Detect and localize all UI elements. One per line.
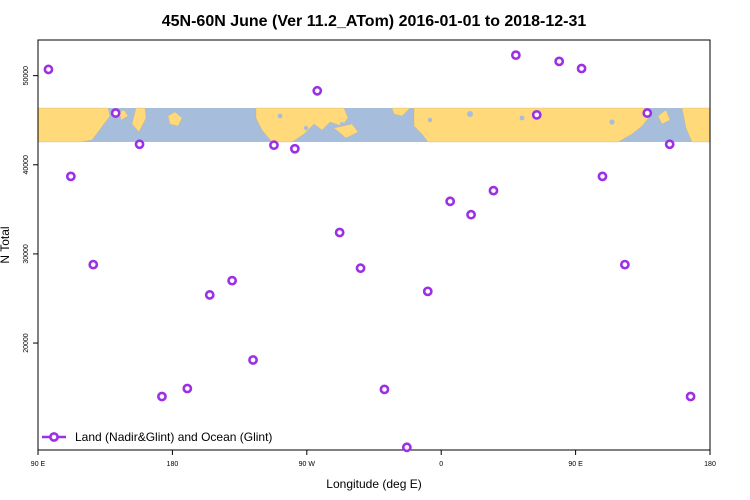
chart-title: 45N-60N June (Ver 11.2_ATom) 2016-01-01 … [162, 13, 587, 30]
data-point [642, 108, 653, 118]
data-point [43, 64, 54, 75]
x-axis-label: Longitude (deg E) [326, 477, 421, 491]
data-point [182, 383, 193, 394]
inland-water-3 [340, 122, 344, 126]
y-tick-label: 50000 [23, 66, 30, 86]
data-point [554, 56, 565, 67]
data-point [334, 227, 345, 238]
data-point [488, 185, 499, 196]
data-point [157, 391, 167, 402]
data-point [248, 355, 258, 365]
y-tick-label: 30000 [23, 244, 30, 264]
inland-water-5 [467, 111, 473, 117]
data-point [422, 286, 433, 297]
x-tick-label: 90 W [299, 461, 316, 468]
data-point [619, 259, 630, 270]
data-point [88, 259, 99, 270]
world-map-strip [37, 107, 711, 143]
inland-water-4 [427, 117, 433, 123]
data-point [510, 50, 521, 61]
data-point [204, 290, 215, 300]
data-point [576, 63, 587, 74]
x-tick-label: 90 E [568, 461, 583, 468]
land-mass-7 [413, 107, 651, 143]
data-points [43, 50, 696, 453]
data-point [597, 171, 608, 182]
data-point [445, 196, 456, 207]
data-point [110, 108, 121, 118]
data-point [269, 140, 279, 151]
data-point [65, 171, 76, 182]
land-mass-9 [681, 107, 711, 143]
data-point [401, 442, 412, 453]
legend: Land (Nadir&Glint) and Ocean (Glint) [42, 430, 272, 444]
inland-water-6 [519, 115, 525, 121]
data-point [227, 275, 238, 286]
land-mass-2 [131, 107, 147, 133]
x-tick-label: 90 E [31, 461, 46, 468]
data-point [134, 139, 145, 150]
data-point [685, 391, 696, 402]
x-tick-label: 180 [704, 461, 716, 468]
y-axis-label: N Total [0, 226, 12, 263]
land-mass-8 [657, 109, 671, 125]
y-tick-label: 20000 [23, 333, 30, 353]
data-point [531, 109, 542, 120]
data-point [379, 384, 390, 395]
x-tick-label: 0 [439, 461, 443, 468]
legend-label: Land (Nadir&Glint) and Ocean (Glint) [75, 430, 272, 444]
land-mass-5 [333, 123, 359, 139]
legend-marker-swatch [49, 432, 59, 442]
data-point [466, 209, 476, 220]
land-mass-0 [37, 107, 111, 143]
data-point [312, 85, 323, 96]
data-point [355, 263, 366, 274]
y-tick-label: 40000 [23, 155, 30, 175]
plot-frame [37, 39, 711, 451]
x-axis: 90 E 180 90 W 0 90 E 180 [31, 450, 716, 468]
data-point [289, 143, 300, 154]
y-axis: 20000 30000 40000 50000 [23, 66, 38, 353]
inland-water-1 [277, 113, 283, 119]
land-mass-3 [167, 111, 183, 127]
land-mass-6 [391, 107, 411, 117]
inland-water-7 [609, 119, 615, 125]
data-point [664, 139, 675, 150]
x-tick-label: 180 [167, 461, 179, 468]
inland-water-2 [303, 125, 309, 131]
